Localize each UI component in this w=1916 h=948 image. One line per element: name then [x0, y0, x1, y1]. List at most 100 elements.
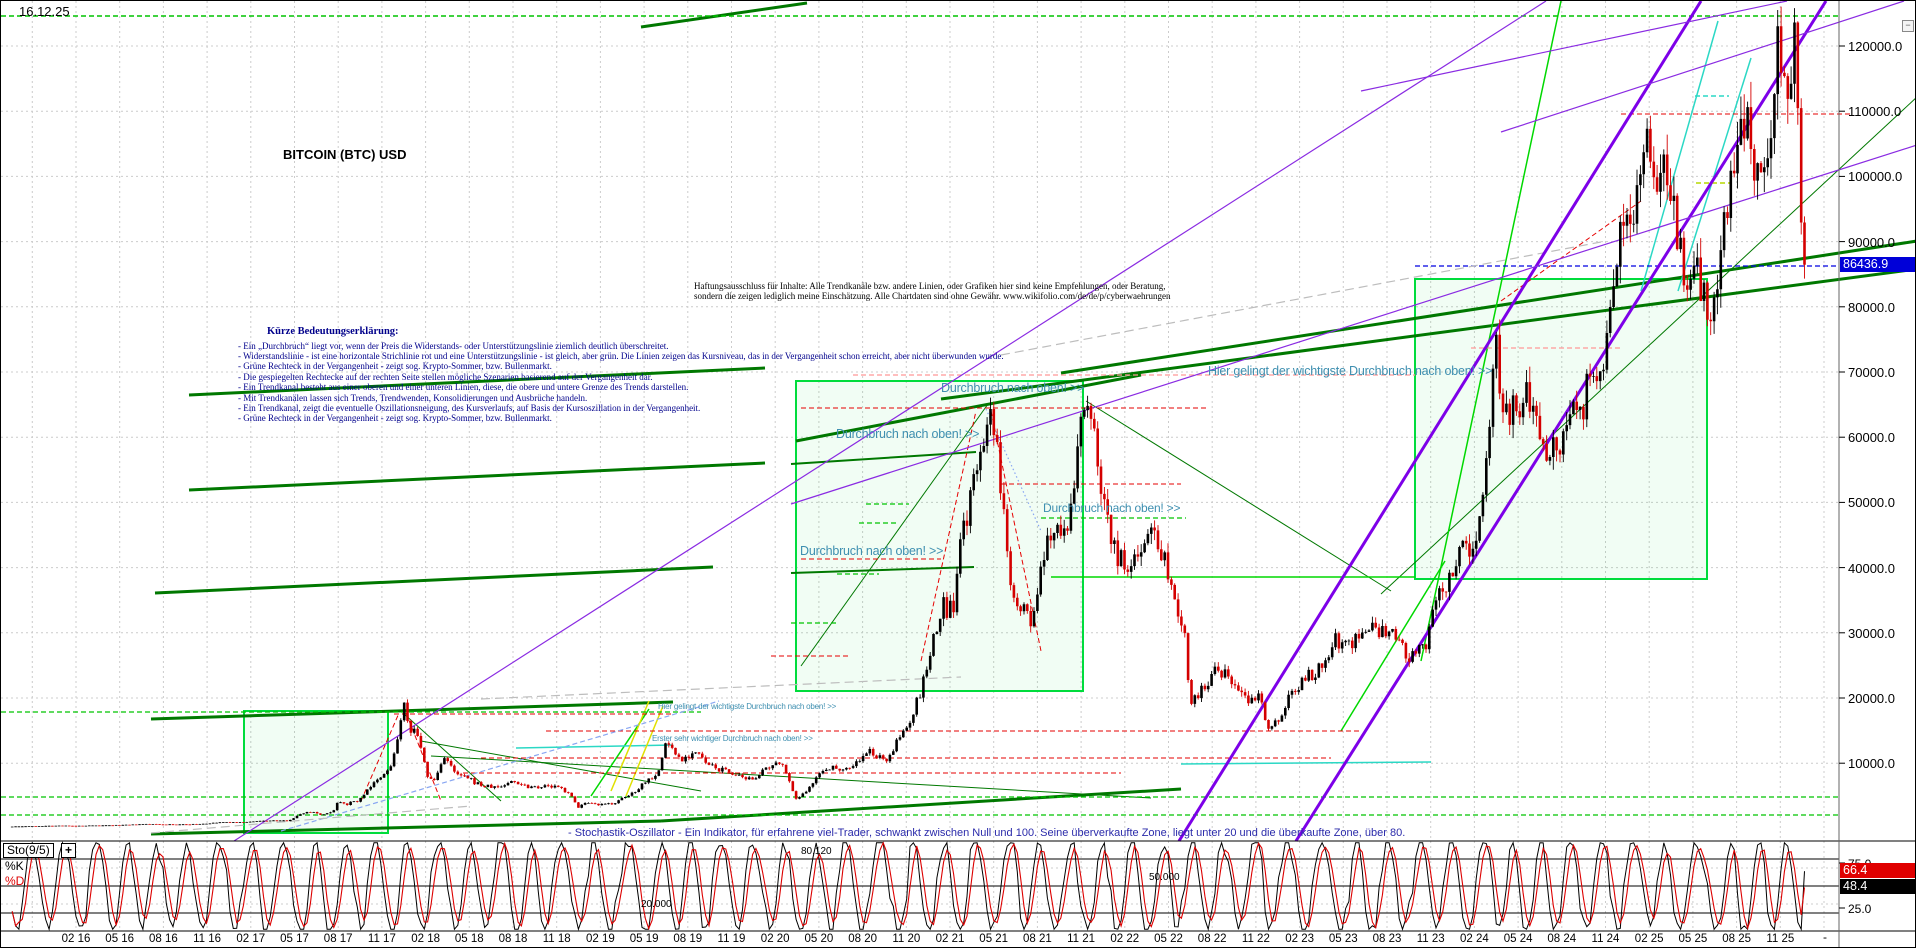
- date-label: 11 22: [1241, 933, 1270, 945]
- date-label: 08 23: [1372, 933, 1402, 945]
- overlay-gray: [150, 805, 472, 834]
- overlay-dgreen: [150, 700, 674, 721]
- price-tick-label: 50000.0: [1848, 495, 1895, 511]
- page-title: BITCOIN (BTC) USD: [283, 147, 407, 162]
- price-tick-label: 120000.0: [1848, 39, 1903, 54]
- overlay-dgreen: [420, 740, 702, 792]
- overlay-dgreen: [430, 755, 1152, 799]
- overlay-turq: [515, 744, 674, 749]
- date-label: 05 19: [629, 933, 659, 945]
- overlay-turq: [1677, 57, 1752, 292]
- date-label: 08 25: [1722, 933, 1751, 945]
- date-label: 11 24: [1591, 933, 1620, 945]
- date-label: 05 16: [105, 933, 135, 945]
- date-label: 02 18: [411, 933, 440, 945]
- axis-minus-button[interactable]: -: [1823, 930, 1827, 944]
- overlay-dgreen: [940, 267, 1915, 401]
- price-tick-label: 30000.0: [1848, 625, 1895, 641]
- overlay-dgreen: [150, 819, 662, 836]
- price-tick-label: 70000.0: [1848, 365, 1895, 380]
- breakout-annotation: Hier gelingt der wichtigste Durchbruch n…: [1208, 364, 1493, 378]
- legend-line: - Grüne Rechteck in der Vergangenheit - …: [238, 361, 552, 372]
- breakout-annotation: Hier gelingt der wichtigste Durchbruch n…: [658, 702, 837, 711]
- breakout-annotation: Durchbruch nach oben! >>: [800, 544, 944, 558]
- price-tick-label: 90000.0: [1848, 234, 1895, 250]
- gridlines: [1, 1, 1839, 931]
- legend-line: - Widerstandslinie - ist eine horizontal…: [238, 350, 1004, 361]
- date-label: 02 19: [586, 933, 615, 945]
- date-label: 05 23: [1328, 933, 1358, 945]
- overlay-dgreen: [154, 565, 714, 595]
- date-label: 11 17: [367, 933, 396, 945]
- overlay-lime: [1340, 560, 1446, 732]
- date-label: 11 25: [1766, 933, 1795, 945]
- date-label: 05 24: [1503, 933, 1533, 945]
- legend-line: - Die gespiegelten Rechtecke auf der rec…: [238, 371, 653, 382]
- overlay-dgreen: [800, 403, 989, 667]
- percent-d-line: [11, 841, 1806, 931]
- overlay-violet: [790, 145, 1915, 505]
- overlay-dgreen: [790, 566, 975, 574]
- overlay-violet: [1500, 1, 1905, 133]
- overlay-dgreen: [1380, 98, 1915, 595]
- legend-line: - Ein „Durchbruch“ liegt vor, wenn der P…: [238, 340, 669, 351]
- collapse-pane-button[interactable]: −: [1902, 20, 1914, 32]
- legend-line: - Mit Trendkanälen lassen sich Trends, T…: [238, 392, 588, 403]
- price-tick-label: 80000.0: [1848, 299, 1895, 315]
- overlay-yellow: [610, 700, 650, 792]
- legend-title: Kürze Bedeutungserklärung:: [267, 326, 399, 337]
- date-label: 11 21: [1067, 933, 1096, 945]
- indicator-expand-button[interactable]: +: [61, 843, 76, 858]
- date-label: 08 22: [1197, 933, 1227, 945]
- osc-zone-label: 20.000: [641, 899, 672, 910]
- overlay-dgreen: [795, 373, 1142, 443]
- chart-date: 16.12.25: [19, 4, 70, 19]
- date-label: 08 24: [1547, 933, 1577, 945]
- overlay-violet: [1360, 1, 1788, 92]
- k-value-badge: 66.4: [1840, 863, 1915, 879]
- disclaimer-line-2: sondern die zeigen lediglich meine Einsc…: [694, 290, 1171, 301]
- breakout-annotation: Durchbruch nach oben! >>: [941, 381, 1085, 395]
- date-label: 05 18: [454, 933, 484, 945]
- legend-line: - Ein Trendkanal besteht aus einer obere…: [238, 382, 689, 393]
- overlay-dgreen: [188, 461, 766, 492]
- date-label: 02 22: [1110, 933, 1140, 945]
- date-label: 08 20: [848, 933, 877, 945]
- osc-axis-label: 25.0: [1848, 902, 1872, 916]
- price-tick-label: 40000.0: [1848, 560, 1895, 576]
- osc-zone-label: 80.120: [801, 846, 832, 857]
- overlay-lblue: [280, 700, 720, 832]
- date-label: 02 20: [760, 933, 790, 945]
- overlay-dgreen: [640, 1, 808, 29]
- overlay-turq: [1640, 20, 1719, 292]
- stochastic-plot: [1, 841, 1839, 932]
- price-tick-label: 60000.0: [1848, 430, 1895, 446]
- date-label: 11 23: [1416, 933, 1445, 945]
- d-value-badge: 48.4: [1840, 879, 1915, 895]
- breakout-annotation: Durchbruch nach oben! >>: [836, 427, 980, 441]
- indicator-label[interactable]: Sto(9/5): [3, 843, 54, 858]
- disclaimer: Haftungsausschluss für Inhalte: Alle Tre…: [694, 281, 1171, 301]
- breakout-annotation: Erster sehr wichtiger Durchbruch nach ob…: [652, 734, 813, 743]
- breakout-annotation: Durchbruch nach oben! >>: [1043, 501, 1181, 515]
- date-label: 08 21: [1023, 933, 1052, 945]
- overlay-lime: [1420, 1, 1562, 662]
- date-label: 05 25: [1678, 933, 1708, 945]
- date-label: 08 18: [498, 933, 528, 945]
- d-series-label: %D: [5, 874, 25, 888]
- date-label: 02 25: [1634, 933, 1664, 945]
- date-label: 05 21: [979, 933, 1009, 945]
- k-series-label: %K: [5, 859, 24, 873]
- date-label: 05 22: [1154, 933, 1183, 945]
- overlay-dgreen: [1085, 400, 1392, 592]
- price-tick-label: 110000.0: [1848, 104, 1902, 120]
- overlay-dgreen: [188, 366, 766, 397]
- current-price-badge: 86436.9: [1840, 256, 1915, 272]
- date-label: 02 16: [61, 933, 91, 945]
- overlay-red: [920, 410, 977, 662]
- price-tick-label: 10000.0: [1848, 756, 1895, 772]
- overlay-dgreen: [660, 787, 1182, 823]
